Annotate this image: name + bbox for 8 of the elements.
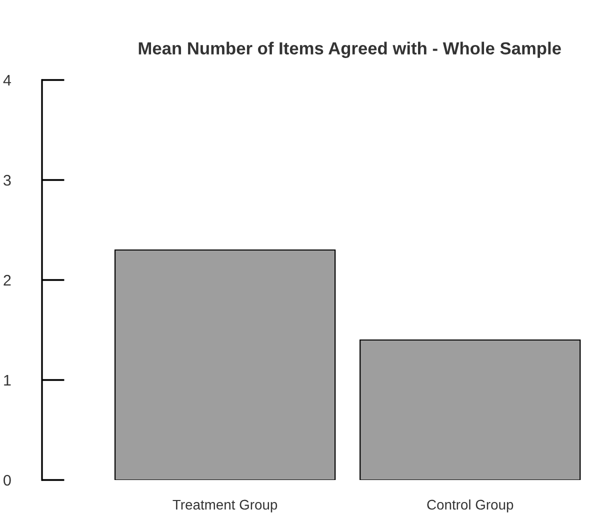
y-tick-label: 1	[4, 375, 11, 386]
chart-title: Mean Number of Items Agreed with - Whole Sample	[138, 42, 561, 58]
y-tick-label: 4	[3, 75, 11, 86]
x-tick-label: Treatment Group	[172, 500, 278, 512]
x-tick-label: Control Group	[427, 499, 514, 512]
y-tick-label: 2	[4, 274, 11, 286]
y-tick-label: 0	[4, 474, 11, 486]
y-tick-label: 3	[4, 174, 11, 186]
